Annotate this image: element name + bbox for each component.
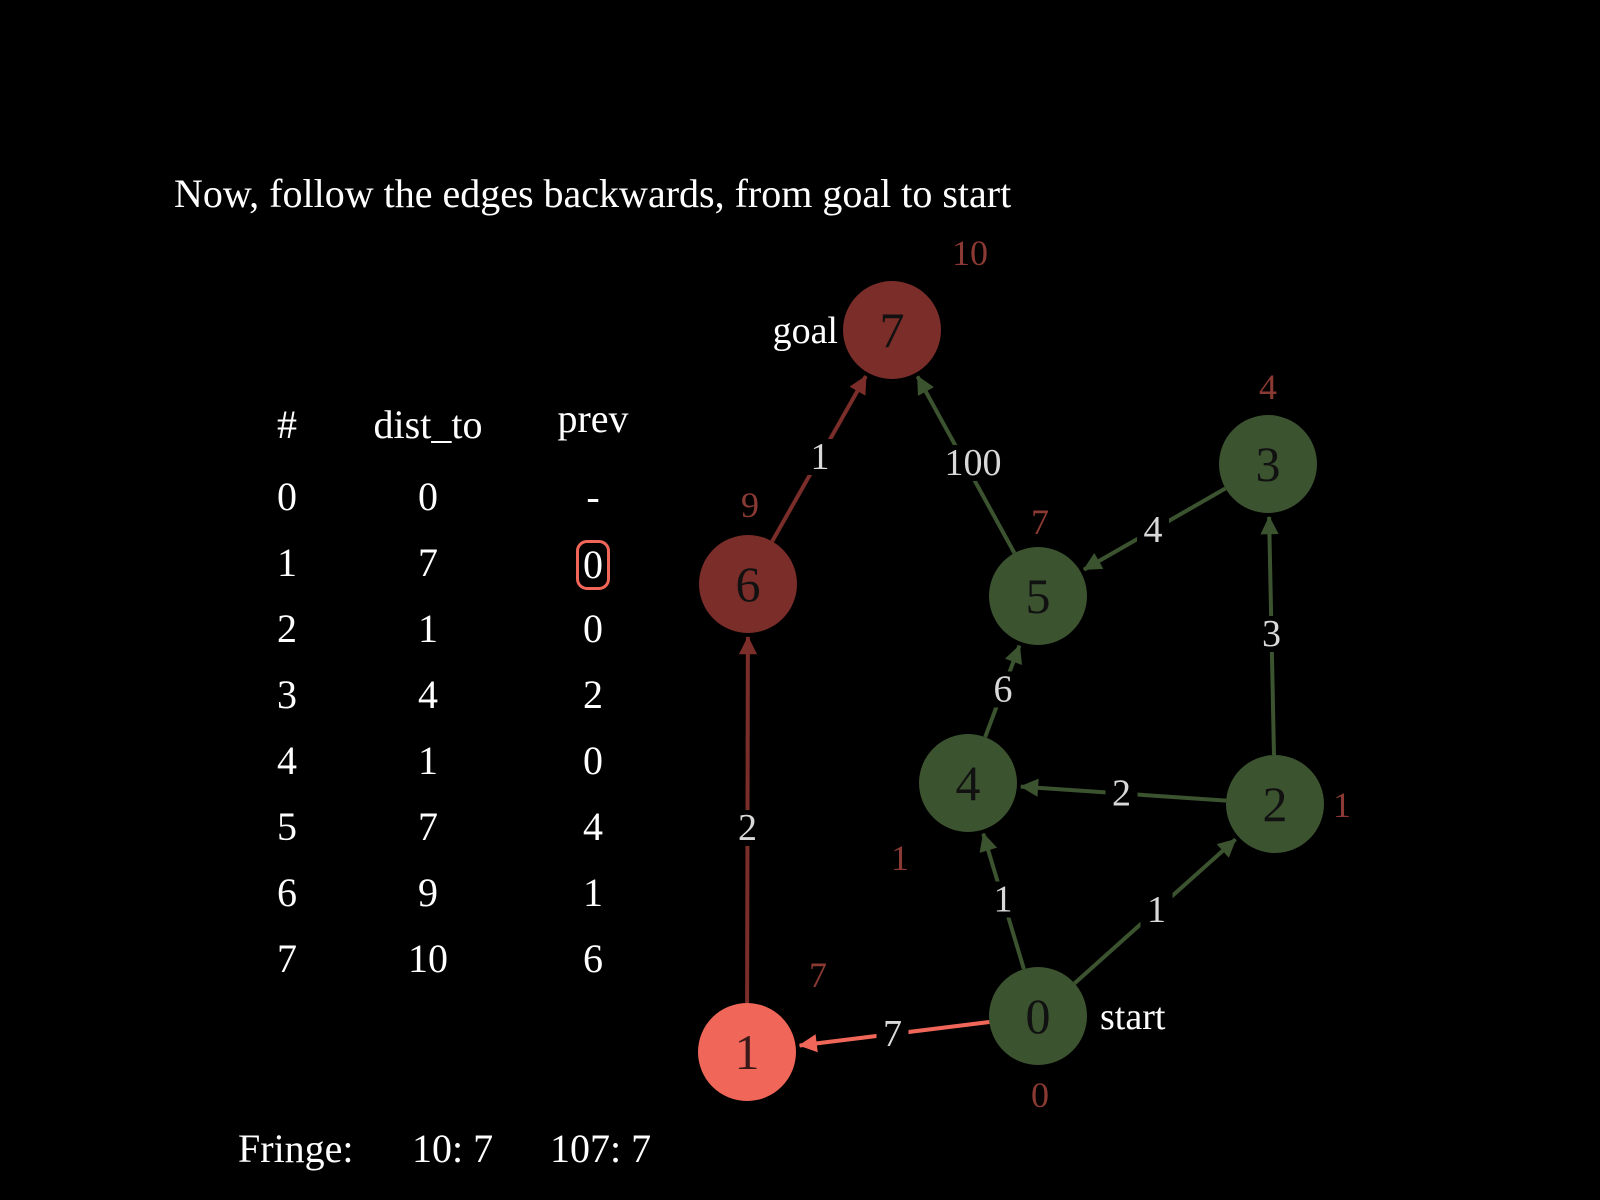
table-cell: 4 <box>418 672 438 717</box>
node-circle <box>1219 415 1317 513</box>
edge-weight-background <box>1137 512 1169 548</box>
table-cell: 0 <box>277 474 297 519</box>
edge-6-7: 1 <box>770 375 868 543</box>
edge-weight-background <box>876 1016 909 1052</box>
caption: Now, follow the edges backwards, from go… <box>174 171 1012 216</box>
node-distance-label: 4 <box>1259 367 1277 407</box>
node-id: 0 <box>1026 988 1051 1044</box>
node-id: 5 <box>1026 568 1051 624</box>
table-cell: 1 <box>583 870 603 915</box>
edge-weight: 3 <box>1262 613 1281 655</box>
node-id: 4 <box>956 755 981 811</box>
edge-weight-background <box>1140 892 1173 928</box>
edge-0-4: 1 <box>979 832 1026 970</box>
edge-weight: 2 <box>738 807 757 849</box>
edge-0-2: 1 <box>1073 837 1237 985</box>
edge-weight: 2 <box>1112 773 1131 815</box>
table-cell: 0 <box>418 474 438 519</box>
table-cell: 4 <box>583 804 603 849</box>
table-cell: 7 <box>418 540 438 585</box>
node-id: 3 <box>1256 436 1281 492</box>
node-circle <box>989 547 1087 645</box>
node-circle <box>843 281 941 379</box>
edge-weight-background <box>939 445 1007 481</box>
edge-weight: 7 <box>883 1013 902 1055</box>
fringe-item: 10: 7 <box>412 1126 494 1171</box>
fringe-item: 107: 7 <box>550 1126 652 1171</box>
edge-weight: 1 <box>994 879 1013 921</box>
node-0: 0 0 start <box>989 967 1166 1115</box>
node-4: 41 <box>891 734 1017 878</box>
node-distance-label: 7 <box>1031 502 1049 542</box>
node-5: 57 <box>989 502 1087 645</box>
node-tag-goal: goal <box>773 310 838 352</box>
edge-weight-background <box>987 881 1019 918</box>
table-cell: 7 <box>418 804 438 849</box>
edge-1-6: 2 <box>731 636 764 1004</box>
edge-weight: 1 <box>811 436 830 478</box>
node-distance-label: 10 <box>952 233 988 273</box>
table-cell: 0 <box>576 540 610 590</box>
edge-weight-background <box>804 439 836 475</box>
table-cell: 1 <box>418 738 438 783</box>
node-circle <box>699 535 797 633</box>
edge-weight: 1 <box>1147 889 1166 931</box>
table-cell: 1 <box>418 606 438 651</box>
table-cell: 2 <box>277 606 297 651</box>
table-cell: 6 <box>583 936 603 981</box>
node-distance-label: 0 <box>1031 1075 1049 1115</box>
edge-0-1: 7 <box>798 1013 990 1055</box>
table-cell: 0 <box>583 606 603 651</box>
edge-3-5: 4 <box>1082 486 1227 572</box>
table-cell: 0 <box>583 738 603 783</box>
node-id: 1 <box>735 1024 760 1080</box>
node-1: 17 <box>698 955 827 1101</box>
node-circle <box>698 1003 796 1101</box>
node-6: 69 <box>699 485 797 633</box>
edge-weight-background <box>987 671 1019 708</box>
table-cell: 9 <box>418 870 438 915</box>
node-3: 34 <box>1219 367 1317 513</box>
table-cell: 3 <box>277 672 297 717</box>
node-circle <box>919 734 1017 832</box>
edge-weight-background <box>1255 616 1288 652</box>
edge-weight-background <box>1105 775 1138 812</box>
table-cell: 5 <box>277 804 297 849</box>
node-circle <box>989 967 1087 1065</box>
node-distance-label: 1 <box>1333 785 1351 825</box>
edge-5-7: 100 <box>915 375 1017 555</box>
edge-2-3: 3 <box>1255 516 1288 756</box>
table-cell: 6 <box>277 870 297 915</box>
edge-weight: 4 <box>1144 509 1163 551</box>
table-cell: 1 <box>277 540 297 585</box>
table-header: # <box>277 402 297 447</box>
node-distance-label: 7 <box>809 955 827 995</box>
node-id: 7 <box>880 302 905 358</box>
edge-weight-background <box>731 810 764 846</box>
edge-2-4: 2 <box>1019 773 1227 815</box>
node-tag-start: start <box>1100 996 1166 1038</box>
table-cell: 4 <box>277 738 297 783</box>
table-cell: 7 <box>277 936 297 981</box>
table-header: dist_to <box>373 402 483 447</box>
table-cell: 2 <box>583 672 603 717</box>
table-cell: 10 <box>408 936 448 981</box>
node-circle <box>1226 755 1324 853</box>
node-7: 7 10 goal <box>773 233 988 379</box>
edge-weight: 6 <box>994 669 1013 711</box>
table-cell: - <box>586 474 600 519</box>
node-distance-label: 9 <box>741 485 759 525</box>
edge-weight: 100 <box>945 442 1002 484</box>
fringe-label: Fringe: <box>238 1126 354 1171</box>
table-header: prev <box>557 396 629 441</box>
edge-4-5: 6 <box>983 644 1023 738</box>
node-distance-label: 1 <box>891 838 909 878</box>
node-id: 2 <box>1263 776 1288 832</box>
node-id: 6 <box>736 556 761 612</box>
